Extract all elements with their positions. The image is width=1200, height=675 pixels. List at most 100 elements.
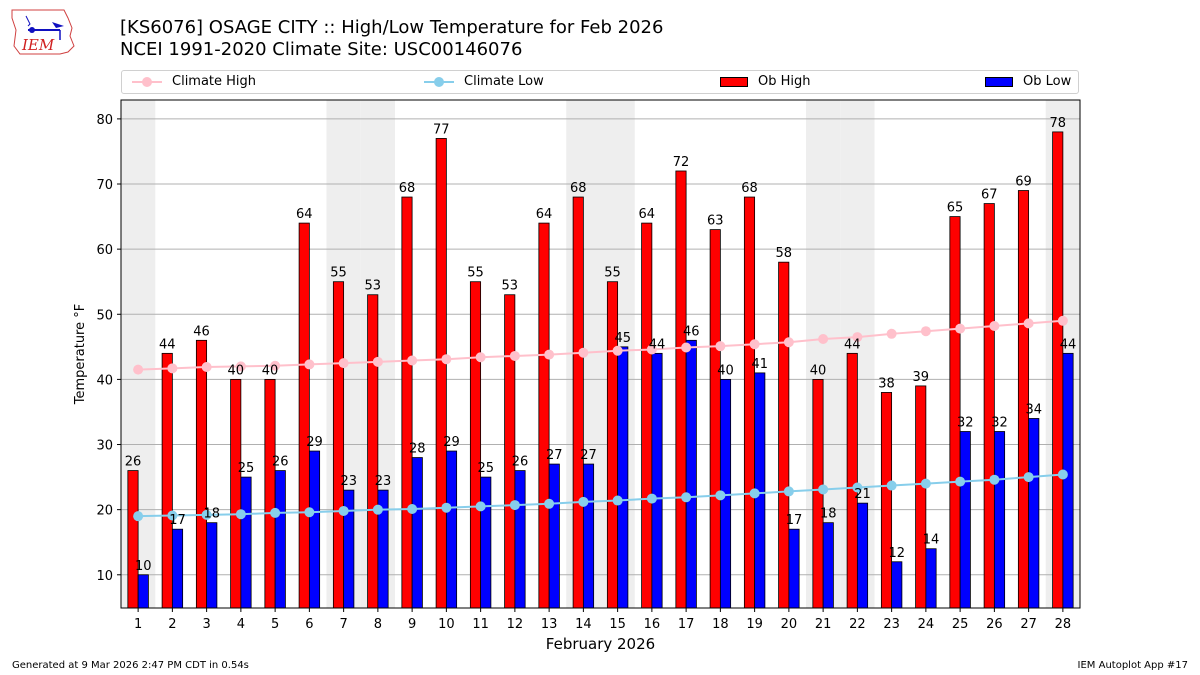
legend-label-ob-high: Ob High [758,74,811,89]
x-tick-label: 1 [134,617,142,632]
ob-high-bar [846,352,858,609]
climate-high-point [989,320,1000,331]
climate-low-point [681,492,692,503]
y-tick-label: 20 [96,504,113,519]
ob-low-bar [240,476,252,609]
ob-low-value-label: 23 [375,474,392,489]
climate-low-point [407,504,418,515]
climate-high-point [783,337,794,348]
ob-low-bar [891,561,903,609]
legend-label-climate-high: Climate High [172,74,257,89]
ob-high-value-label: 77 [433,122,450,137]
ob-low-bar [274,470,286,609]
ob-low-value-label: 32 [991,416,1008,431]
ob-low-bar [651,352,663,609]
climate-low-point [167,510,178,521]
ob-low-bar [171,528,184,609]
x-tick-label: 24 [918,617,935,632]
climate-high-point [920,326,931,337]
climate-high-point [612,345,623,356]
ob-low-value-label: 44 [649,337,666,352]
x-axis-label: February 2026 [546,635,655,653]
ob-low-value-label: 29 [306,435,323,450]
x-tick-label: 17 [678,617,695,632]
ob-low-bar [1062,352,1074,609]
y-tick-label: 70 [96,178,113,193]
ob-low-value-label: 12 [888,546,905,561]
climate-low-point [818,484,829,495]
ob-high-bar [949,216,961,609]
x-tick-label: 5 [271,617,279,632]
ob-high-value-label: 69 [1015,175,1032,190]
legend-item-climate-low: Climate Low [424,74,544,89]
y-axis-label: Temperature °F [73,304,88,405]
climate-low-point [201,509,212,520]
ob-low-bar [548,463,560,609]
x-tick-label: 21 [815,617,832,632]
legend: Climate High Climate Low Ob High Ob Low [121,70,1079,94]
ob-high-value-label: 63 [707,214,724,229]
ob-high-bar [1017,190,1030,609]
ob-high-bar [435,138,447,609]
ob-low-bar [617,346,629,609]
climate-low-point [372,504,383,515]
x-tick-label: 27 [1020,617,1037,632]
ob-high-bar [161,352,173,609]
ob-low-value-label: 17 [169,513,186,528]
y-tick-label: 30 [96,439,113,454]
ob-high-value-label: 68 [570,181,587,196]
ob-low-bar [1028,418,1040,609]
x-tick-label: 3 [202,617,210,632]
ob-low-value-label: 29 [443,435,460,450]
ob-high-bar [332,281,345,609]
ob-high-bar [675,170,687,609]
climate-low-point [475,501,486,512]
climate-low-line-marker-icon [424,75,454,89]
ob-low-value-label: 28 [409,442,426,457]
ob-low-bar [822,522,834,609]
ob-low-value-label: 25 [238,461,255,476]
climate-high-point [372,356,383,367]
ob-high-bar [709,229,721,609]
ob-high-bar [778,261,790,609]
climate-high-point [304,359,315,370]
x-tick-label: 20 [781,617,798,632]
ob-high-swatch-icon [720,76,748,87]
climate-low-point [578,496,589,507]
ob-high-value-label: 40 [262,363,279,378]
climate-high-point [955,323,966,334]
climate-low-point [989,474,1000,485]
ob-low-bar [993,431,1006,609]
legend-item-climate-high: Climate High [132,74,256,89]
climate-low-point [955,476,966,487]
climate-high-point [544,349,555,360]
ob-low-value-label: 14 [923,533,940,548]
title-line-1: [KS6076] OSAGE CITY :: High/Low Temperat… [120,17,664,38]
ob-high-value-label: 64 [296,207,313,222]
ob-high-value-label: 55 [467,266,484,281]
climate-low-point [270,507,281,518]
climate-low-point [544,498,555,509]
climate-low-point [235,509,246,520]
x-tick-label: 26 [986,617,1003,632]
ob-low-value-label: 27 [580,448,597,463]
legend-item-ob-low: Ob Low [985,74,1071,89]
ob-high-value-label: 58 [775,246,792,261]
x-tick-label: 13 [541,617,558,632]
climate-high-point [1023,318,1034,329]
ob-high-value-label: 26 [125,455,142,470]
iem-logo: IEM [11,9,75,55]
ob-high-bar [230,378,242,609]
climate-high-point [1057,315,1068,326]
x-tick-label: 4 [237,617,245,632]
climate-high-point [167,363,178,374]
y-tick-label: 60 [96,243,113,258]
climate-low-point [509,500,520,511]
y-tick-label: 40 [96,373,113,388]
climate-high-point [235,361,246,372]
ob-high-value-label: 68 [741,181,758,196]
ob-high-value-label: 64 [536,207,553,222]
logo-text: IEM [21,36,55,54]
climate-high-point [715,341,726,352]
climate-low-point [441,502,452,513]
